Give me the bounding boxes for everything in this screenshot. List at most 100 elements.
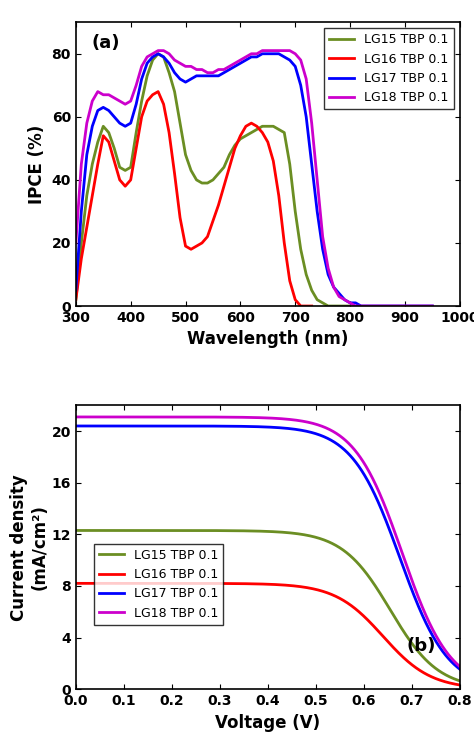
LG16 TBP 0.1 — [287, 276, 292, 285]
LG15 TBP 0.1 — [364, 570, 370, 579]
LG16 TBP 0.1 — [271, 156, 276, 165]
LG16 TBP 0.1 — [292, 295, 298, 304]
LG15 TBP 0.1 — [325, 302, 331, 310]
LG18 TBP 0.1 — [166, 50, 172, 59]
LG16 TBP 0.1 — [265, 138, 271, 147]
LG17 TBP 0.1 — [364, 475, 370, 484]
LG18 TBP 0.1 — [403, 561, 409, 570]
LG16 TBP 0.1 — [117, 176, 123, 185]
LG18 TBP 0.1 — [296, 416, 301, 425]
LG17 TBP 0.1 — [232, 62, 238, 71]
LG16 TBP 0.1 — [79, 254, 84, 263]
LG17 TBP 0.1 — [237, 59, 243, 67]
LG15 TBP 0.1 — [161, 53, 166, 62]
LG18 TBP 0.1 — [73, 239, 79, 247]
LG15 TBP 0.1 — [133, 128, 139, 137]
Line: LG16 TBP 0.1: LG16 TBP 0.1 — [76, 92, 312, 306]
LG17 TBP 0.1 — [429, 302, 435, 310]
LG16 TBP 0.1 — [216, 201, 221, 210]
LG16 TBP 0.1 — [276, 191, 282, 200]
LG16 TBP 0.1 — [97, 579, 102, 588]
LG16 TBP 0.1 — [166, 128, 172, 137]
LG18 TBP 0.1 — [188, 62, 194, 71]
LG18 TBP 0.1 — [97, 413, 102, 422]
Line: LG17 TBP 0.1: LG17 TBP 0.1 — [76, 54, 432, 306]
LG16 TBP 0.1 — [227, 163, 232, 172]
LG16 TBP 0.1 — [303, 302, 309, 310]
LG16 TBP 0.1 — [318, 586, 323, 595]
LG16 TBP 0.1 — [155, 87, 161, 96]
LG18 TBP 0.1 — [232, 59, 238, 67]
LG15 TBP 0.1 — [457, 677, 463, 685]
LG16 TBP 0.1 — [259, 128, 265, 137]
Text: (a): (a) — [91, 33, 120, 52]
LG16 TBP 0.1 — [111, 156, 117, 165]
LG16 TBP 0.1 — [364, 615, 370, 624]
X-axis label: Wavelength (nm): Wavelength (nm) — [187, 330, 348, 348]
Text: (b): (b) — [406, 637, 436, 655]
LG16 TBP 0.1 — [128, 176, 134, 185]
LG16 TBP 0.1 — [210, 216, 216, 225]
LG16 TBP 0.1 — [199, 239, 205, 247]
LG17 TBP 0.1 — [188, 75, 194, 84]
LG17 TBP 0.1 — [403, 571, 409, 580]
LG15 TBP 0.1 — [73, 295, 79, 304]
Line: LG16 TBP 0.1: LG16 TBP 0.1 — [76, 583, 460, 685]
LG16 TBP 0.1 — [282, 239, 287, 247]
LG16 TBP 0.1 — [133, 144, 139, 153]
LG16 TBP 0.1 — [122, 182, 128, 190]
LG15 TBP 0.1 — [347, 302, 353, 310]
LG17 TBP 0.1 — [155, 50, 161, 59]
LG18 TBP 0.1 — [457, 662, 463, 671]
LG16 TBP 0.1 — [221, 182, 227, 190]
LG15 TBP 0.1 — [155, 50, 161, 59]
LG16 TBP 0.1 — [457, 680, 463, 689]
LG18 TBP 0.1 — [364, 302, 369, 310]
LG16 TBP 0.1 — [84, 223, 90, 232]
LG18 TBP 0.1 — [318, 421, 323, 430]
LG17 TBP 0.1 — [306, 428, 312, 436]
LG16 TBP 0.1 — [161, 100, 166, 109]
Line: LG18 TBP 0.1: LG18 TBP 0.1 — [76, 417, 460, 666]
LG15 TBP 0.1 — [403, 631, 409, 640]
LG16 TBP 0.1 — [298, 302, 303, 310]
LG15 TBP 0.1 — [296, 530, 301, 539]
LG15 TBP 0.1 — [276, 125, 282, 134]
LG16 TBP 0.1 — [106, 138, 111, 147]
LG17 TBP 0.1 — [73, 286, 79, 295]
LG18 TBP 0.1 — [100, 90, 106, 99]
LG16 TBP 0.1 — [73, 295, 79, 304]
LG15 TBP 0.1 — [73, 526, 79, 535]
LG15 TBP 0.1 — [318, 534, 323, 543]
LG16 TBP 0.1 — [232, 144, 238, 153]
LG17 TBP 0.1 — [318, 431, 323, 439]
LG18 TBP 0.1 — [353, 302, 358, 310]
LG16 TBP 0.1 — [73, 579, 79, 588]
LG16 TBP 0.1 — [248, 119, 254, 127]
LG16 TBP 0.1 — [403, 656, 409, 665]
LG16 TBP 0.1 — [306, 583, 312, 592]
Y-axis label: IPCE (%): IPCE (%) — [28, 124, 46, 204]
LG16 TBP 0.1 — [194, 242, 200, 250]
LG16 TBP 0.1 — [172, 169, 177, 178]
LG16 TBP 0.1 — [139, 113, 145, 122]
LG15 TBP 0.1 — [97, 526, 102, 535]
LG17 TBP 0.1 — [97, 422, 102, 431]
Line: LG15 TBP 0.1: LG15 TBP 0.1 — [76, 531, 460, 681]
LG18 TBP 0.1 — [73, 413, 79, 422]
LG15 TBP 0.1 — [342, 302, 347, 310]
Line: LG17 TBP 0.1: LG17 TBP 0.1 — [76, 426, 460, 669]
LG18 TBP 0.1 — [364, 464, 370, 473]
LG16 TBP 0.1 — [150, 90, 155, 99]
LG17 TBP 0.1 — [457, 665, 463, 674]
LG15 TBP 0.1 — [259, 122, 265, 130]
Line: LG18 TBP 0.1: LG18 TBP 0.1 — [76, 50, 432, 306]
LG16 TBP 0.1 — [309, 302, 315, 310]
LG18 TBP 0.1 — [237, 56, 243, 64]
LG17 TBP 0.1 — [73, 422, 79, 431]
LG18 TBP 0.1 — [155, 46, 161, 55]
Line: LG15 TBP 0.1: LG15 TBP 0.1 — [76, 54, 350, 306]
LG16 TBP 0.1 — [237, 131, 243, 140]
Y-axis label: Current density
(mA/cm²): Current density (mA/cm²) — [10, 473, 49, 621]
LG18 TBP 0.1 — [306, 418, 312, 427]
